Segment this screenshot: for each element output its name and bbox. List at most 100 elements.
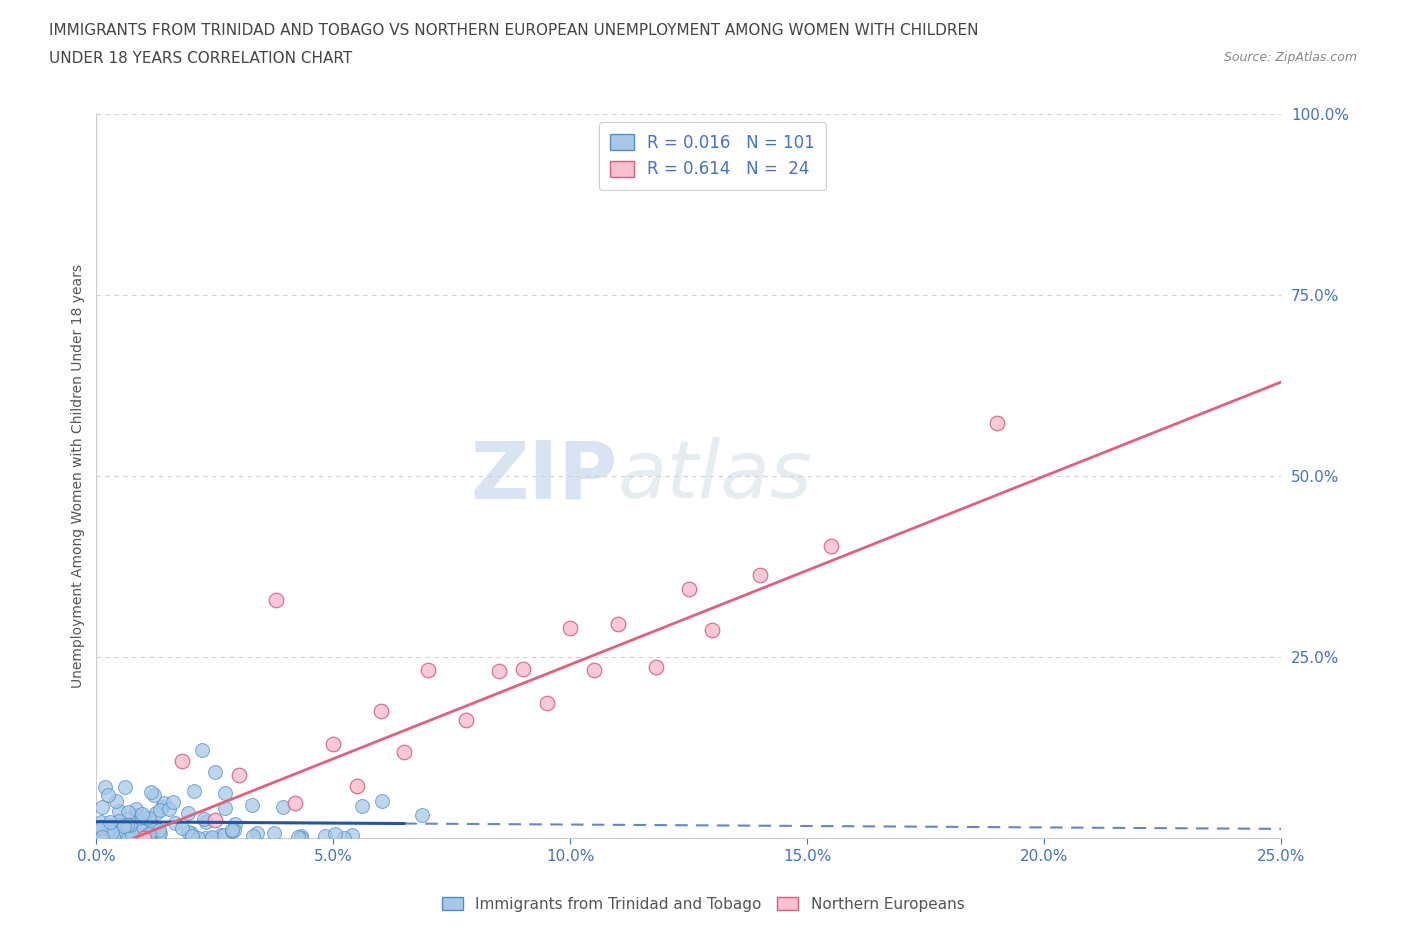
Point [141,820,163,835]
Point [127,814,149,829]
Point [131,807,153,822]
Point [118,817,141,832]
Point [371,793,394,808]
Legend: R = 0.016   N = 101, R = 0.614   N =  24: R = 0.016 N = 101, R = 0.614 N = 24 [599,123,827,190]
Point [644,659,666,674]
Point [536,696,558,711]
Point [340,828,363,843]
Point [322,737,344,751]
Point [142,823,165,838]
Point [136,828,159,843]
Point [820,539,842,554]
Point [702,622,724,637]
Point [90,815,112,830]
Point [488,664,510,679]
Point [111,821,134,836]
Point [748,567,770,582]
Point [263,825,285,840]
Point [240,797,263,812]
Point [560,621,582,636]
Point [108,814,131,829]
Point [97,817,120,832]
Point [214,801,236,816]
Point [132,817,155,832]
Point [125,801,148,816]
Point [132,830,155,845]
Point [195,815,218,830]
Point [411,807,433,822]
Point [454,713,477,728]
Legend: Immigrants from Trinidad and Tobago, Northern Europeans: Immigrants from Trinidad and Tobago, Nor… [436,890,970,918]
Point [125,827,148,842]
Point [138,811,160,826]
Point [350,799,373,814]
Point [121,828,143,843]
Point [148,822,170,837]
Point [214,786,236,801]
Point [394,745,416,760]
Point [97,821,120,836]
Point [91,823,114,838]
Point [90,827,112,842]
Point [117,811,139,826]
Point [287,830,309,844]
Point [145,819,167,834]
Point [290,829,312,844]
Point [224,817,246,831]
Point [91,830,114,844]
Point [114,779,136,794]
Point [191,742,214,757]
Point [172,821,194,836]
Point [194,830,217,845]
Point [91,799,114,814]
Point [228,767,250,782]
Point [139,825,162,840]
Point [112,817,135,831]
Point [131,824,153,839]
Point [314,829,336,844]
Point [183,784,205,799]
Point [122,830,145,845]
Point [201,830,224,845]
Point [266,592,288,607]
Point [115,817,138,832]
Text: Source: ZipAtlas.com: Source: ZipAtlas.com [1223,51,1357,64]
Point [222,823,245,838]
Text: IMMIGRANTS FROM TRINIDAD AND TOBAGO VS NORTHERN EUROPEAN UNEMPLOYMENT AMONG WOME: IMMIGRANTS FROM TRINIDAD AND TOBAGO VS N… [49,23,979,38]
Point [132,809,155,824]
Point [112,818,135,833]
Point [90,820,112,835]
Point [212,827,235,842]
Point [138,827,160,842]
Point [370,703,392,718]
Point [141,785,163,800]
Point [246,825,269,840]
Point [221,823,243,838]
Point [105,826,128,841]
Point [271,799,294,814]
Point [582,662,605,677]
Point [177,825,200,840]
Point [90,820,112,835]
Point [333,830,356,845]
Point [91,830,114,845]
Point [131,823,153,838]
Point [187,830,209,845]
Point [148,829,170,844]
Y-axis label: Unemployment Among Women with Children Under 18 years: Unemployment Among Women with Children U… [72,264,86,688]
Point [150,800,173,815]
Point [157,801,180,816]
Point [170,753,193,768]
Point [136,812,159,827]
Point [107,804,129,818]
Point [153,796,176,811]
Point [139,828,162,843]
Point [149,826,172,841]
Point [117,804,139,819]
Point [512,661,534,676]
Point [142,788,165,803]
Text: atlas: atlas [617,437,813,515]
Point [148,802,170,817]
Point [177,805,200,820]
Point [180,825,202,840]
